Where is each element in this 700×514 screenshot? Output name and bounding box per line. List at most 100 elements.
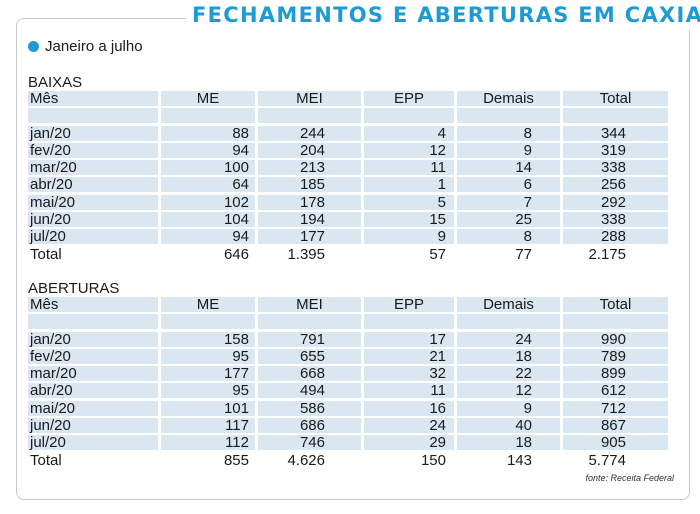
table-total-row: Total 855 4.626 150 143 5.774 (28, 451, 672, 470)
cell-epp: 16 (364, 400, 454, 416)
table-row: mai/20 102 178 5 7 292 (28, 194, 672, 212)
cell-demais: 18 (457, 435, 560, 451)
column-header-demais: Demais (457, 91, 560, 107)
cell-mei: 746 (258, 435, 361, 451)
column-header-total: Total (563, 91, 668, 107)
cell-mei: 185 (258, 177, 361, 193)
cell-mei: 204 (258, 142, 361, 158)
bullet-icon (28, 41, 39, 52)
table-row: jul/20 94 177 9 8 288 (28, 229, 672, 246)
cell-me: 95 (161, 348, 255, 364)
cell-month: jun/20 (28, 418, 158, 434)
column-header-epp: EPP (364, 297, 454, 313)
column-header-month: Mês (28, 297, 158, 313)
cell-month: abr/20 (28, 383, 158, 399)
cell-demais: 24 (457, 331, 560, 347)
total-demais: 143 (506, 451, 532, 469)
total-demais: 77 (515, 245, 532, 263)
total-total: 2.175 (588, 245, 626, 263)
cell-mei: 586 (258, 400, 361, 416)
cell-month: jun/20 (28, 212, 158, 228)
cell-me: 158 (161, 331, 255, 347)
total-total: 5.774 (588, 451, 626, 469)
cell-total: 338 (563, 160, 668, 176)
cell-mei: 686 (258, 418, 361, 434)
column-header-mei: MEI (258, 91, 361, 107)
cell-epp: 11 (364, 160, 454, 176)
cell-me: 102 (161, 194, 255, 210)
cell-mei: 494 (258, 383, 361, 399)
cell-epp: 4 (364, 125, 454, 141)
table-row: abr/20 95 494 11 12 612 (28, 383, 672, 400)
spacer-cell (28, 314, 158, 330)
table-row: mar/20 100 213 11 14 338 (28, 160, 672, 177)
cell-month: jul/20 (28, 435, 158, 451)
subtitle-text: Janeiro a julho (45, 38, 143, 55)
cell-month: jan/20 (28, 331, 158, 347)
cell-epp: 15 (364, 212, 454, 228)
cell-demais: 40 (457, 418, 560, 434)
cell-mei: 213 (258, 160, 361, 176)
section-label: BAIXAS (28, 74, 83, 91)
cell-epp: 9 (364, 229, 454, 245)
cell-demais: 22 (457, 366, 560, 382)
cell-total: 905 (563, 435, 668, 451)
table-row: mar/20 177 668 32 22 899 (28, 366, 672, 383)
table-row: abr/20 64 185 1 6 256 (28, 177, 672, 194)
table-row: jan/20 88 244 4 8 344 (28, 125, 672, 143)
spacer-cell (563, 108, 668, 124)
cell-me: 64 (161, 177, 255, 193)
cell-me: 104 (161, 212, 255, 228)
cell-me: 95 (161, 383, 255, 399)
cell-total: 292 (563, 194, 668, 210)
cell-total: 789 (563, 348, 668, 364)
spacer-cell (457, 108, 560, 124)
table-row: jun/20 104 194 15 25 338 (28, 212, 672, 229)
table-header-row: Mês ME MEI EPP Demais Total (28, 297, 672, 314)
page-title: FECHAMENTOS E ABERTURAS EM CAXIAS (192, 3, 700, 27)
cell-month: fev/20 (28, 348, 158, 364)
total-epp: 57 (429, 245, 446, 263)
cell-epp: 24 (364, 418, 454, 434)
cell-demais: 14 (457, 160, 560, 176)
cell-epp: 11 (364, 383, 454, 399)
cell-total: 867 (563, 418, 668, 434)
cell-demais: 9 (457, 142, 560, 158)
cell-epp: 29 (364, 435, 454, 451)
title-background (186, 8, 696, 30)
cell-mei: 177 (258, 229, 361, 245)
cell-demais: 9 (457, 400, 560, 416)
cell-me: 117 (161, 418, 255, 434)
cell-epp: 1 (364, 177, 454, 193)
cell-total: 338 (563, 212, 668, 228)
source-note: fonte: Receita Federal (585, 473, 674, 483)
cell-mei: 194 (258, 212, 361, 228)
spacer-cell (563, 314, 668, 330)
total-mei: 4.626 (287, 451, 325, 469)
cell-month: jan/20 (28, 125, 158, 141)
cell-demais: 8 (457, 229, 560, 245)
cell-me: 177 (161, 366, 255, 382)
spacer-cell (364, 314, 454, 330)
cell-epp: 12 (364, 142, 454, 158)
cell-total: 712 (563, 400, 668, 416)
spacer-row (28, 108, 672, 125)
cell-month: mar/20 (28, 366, 158, 382)
spacer-cell (28, 108, 158, 124)
total-me: 646 (223, 245, 249, 263)
total-month: Total (30, 451, 62, 469)
spacer-cell (258, 314, 361, 330)
spacer-cell (364, 108, 454, 124)
cell-demais: 12 (457, 383, 560, 399)
total-month: Total (30, 245, 62, 263)
spacer-cell (161, 108, 255, 124)
cell-me: 94 (161, 229, 255, 245)
column-header-epp: EPP (364, 91, 454, 107)
baixas-table: BAIXAS Mês ME MEI EPP Demais Total jan/20 88 244 4… (28, 74, 672, 264)
section-label: ABERTURAS (28, 280, 120, 297)
spacer-cell (161, 314, 255, 330)
cell-month: abr/20 (28, 177, 158, 193)
table-row: fev/20 95 655 21 18 789 (28, 348, 672, 366)
cell-epp: 5 (364, 194, 454, 210)
table-row: jan/20 158 791 17 24 990 (28, 331, 672, 349)
